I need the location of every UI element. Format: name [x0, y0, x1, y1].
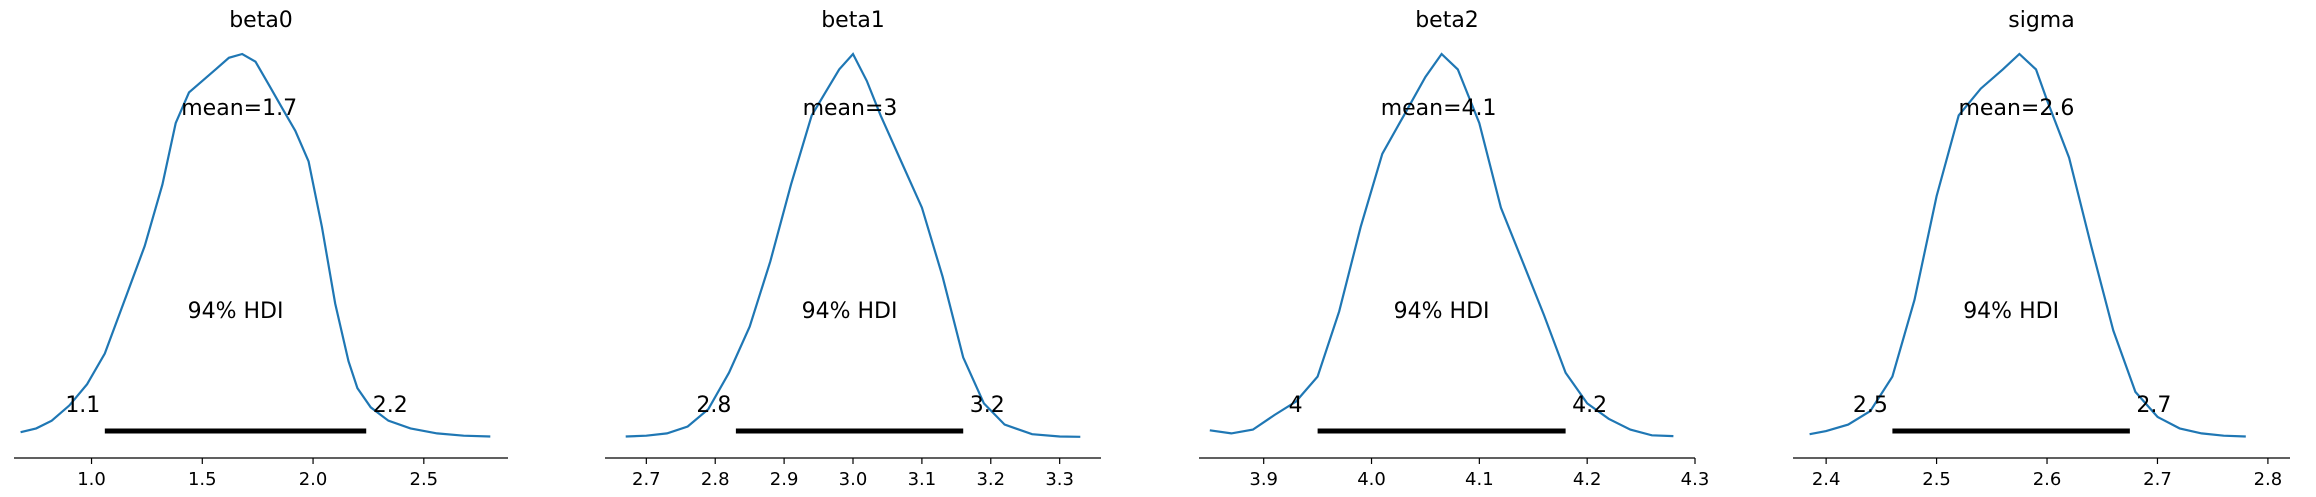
- hdi-label: 94% HDI: [802, 299, 898, 324]
- hdi-lower-label: 1.1: [65, 393, 100, 418]
- x-tick-label: 2.6: [2033, 469, 2062, 490]
- x-tick-label: 3.1: [908, 469, 937, 490]
- kde-curve: [20, 52, 491, 438]
- x-tick-label: 3.3: [1045, 469, 1074, 490]
- panel-beta2: beta2 mean=4.1 94% HDI 4 4.2 3.9 4.0 4.1 4.2 4.3: [1199, 8, 1709, 490]
- x-tick-label: 1.0: [77, 469, 106, 490]
- panel-sigma: sigma mean=2.6 94% HDI 2.5 2.7 2.4 2.5 2.6 2.7 2.…: [1793, 8, 2290, 490]
- x-tick-label: 2.5: [410, 469, 439, 490]
- hdi-upper-label: 3.2: [970, 393, 1005, 418]
- x-tick-label: 2.9: [770, 469, 799, 490]
- x-tick-label: 3.9: [1249, 469, 1278, 490]
- hdi-lower-label: 2.8: [696, 393, 731, 418]
- hdi-upper-label: 2.7: [2136, 393, 2171, 418]
- x-tick-label: 2.4: [1812, 469, 1841, 490]
- x-tick-label: 3.0: [839, 469, 868, 490]
- panel-title: beta0: [229, 8, 293, 33]
- panel-beta1: beta1 mean=3 94% HDI 2.8 3.2 2.7 2.8 2.9 3.0 3.1 3…: [605, 8, 1101, 490]
- x-tick-label: 2.7: [632, 469, 661, 490]
- x-tick-label: 1.5: [188, 469, 217, 490]
- mean-label: mean=3: [803, 96, 898, 121]
- x-tick-label: 2.0: [299, 469, 328, 490]
- x-tick-label: 4.2: [1573, 469, 1602, 490]
- x-tick-label: 2.8: [701, 469, 730, 490]
- x-tick-label: 2.8: [2254, 469, 2283, 490]
- x-tick-label: 4.1: [1465, 469, 1494, 490]
- hdi-upper-label: 2.2: [373, 393, 408, 418]
- panel-title: beta2: [1415, 8, 1479, 33]
- x-tick-label: 4.3: [1681, 469, 1710, 490]
- x-tick-label: 2.5: [1922, 469, 1951, 490]
- kde-curve: [1809, 52, 2246, 438]
- mean-label: mean=2.6: [1959, 96, 2075, 121]
- mean-label: mean=1.7: [181, 96, 297, 121]
- x-tick-label: 4.0: [1357, 469, 1386, 490]
- hdi-lower-label: 4: [1289, 393, 1303, 418]
- x-tick-label: 3.2: [976, 469, 1005, 490]
- x-tick-label: 2.7: [2143, 469, 2172, 490]
- panel-beta0: beta0 mean=1.7 94% HDI 1.1 2.2 1.0 1.5 2.0 2.5: [14, 8, 508, 490]
- hdi-label: 94% HDI: [1963, 299, 2059, 324]
- hdi-label: 94% HDI: [1394, 299, 1490, 324]
- kde-curve: [1209, 52, 1674, 438]
- hdi-upper-label: 4.2: [1572, 393, 1607, 418]
- hdi-label: 94% HDI: [188, 299, 284, 324]
- hdi-lower-label: 2.5: [1853, 393, 1888, 418]
- panel-title: sigma: [2008, 8, 2074, 33]
- mean-label: mean=4.1: [1381, 96, 1497, 121]
- kde-curve: [625, 52, 1081, 438]
- panel-title: beta1: [821, 8, 885, 33]
